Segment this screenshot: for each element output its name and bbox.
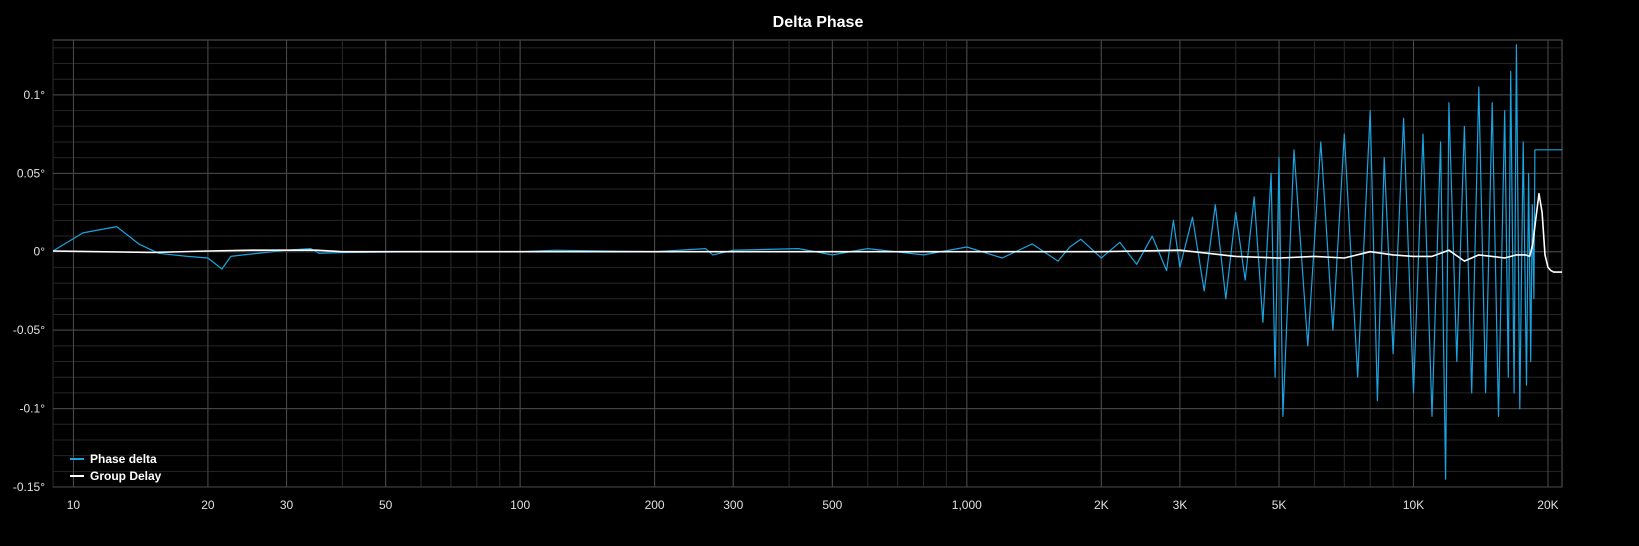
x-tick-label: 1,000: [952, 498, 982, 512]
chart-title: Delta Phase: [773, 14, 864, 31]
x-tick-label: 50: [379, 498, 393, 512]
y-tick-label: -0.05°: [13, 323, 45, 337]
y-tick-label: -0.1°: [20, 402, 46, 416]
y-tick-label: -0.15°: [13, 480, 45, 494]
phase-delta-line: [52, 44, 1562, 480]
y-tick-label: 0.05°: [17, 166, 45, 180]
x-tick-label: 500: [822, 498, 842, 512]
legend-label: Phase delta: [90, 452, 157, 466]
x-tick-label: 10: [67, 498, 81, 512]
x-tick-label: 20: [201, 498, 215, 512]
legend-item-group-delay[interactable]: Group Delay: [70, 469, 162, 483]
x-tick-label: 20K: [1537, 498, 1558, 512]
group-delay-line: [52, 192, 1562, 273]
plot-frame: [52, 39, 1563, 488]
y-tick-label: 0°: [34, 245, 46, 259]
series-layer: [52, 44, 1562, 480]
x-tick-label: 3K: [1173, 498, 1188, 512]
x-tick-label: 200: [645, 498, 665, 512]
x-tick-label: 100: [510, 498, 530, 512]
grid: [52, 39, 1563, 488]
x-tick-label: 300: [723, 498, 743, 512]
legend[interactable]: Phase delta Group Delay: [70, 452, 162, 483]
y-tick-label: 0.1°: [24, 88, 46, 102]
x-tick-label: 5K: [1272, 498, 1287, 512]
x-tick-label: 30: [280, 498, 294, 512]
legend-label: Group Delay: [90, 469, 162, 483]
legend-item-phase-delta[interactable]: Phase delta: [70, 452, 157, 466]
x-tick-label: 10K: [1403, 498, 1424, 512]
axes: 0.1° 0.05° 0° -0.05° -0.1° -0.15° 10 20 30 50 100 2…: [13, 88, 1559, 512]
x-tick-label: 2K: [1094, 498, 1109, 512]
